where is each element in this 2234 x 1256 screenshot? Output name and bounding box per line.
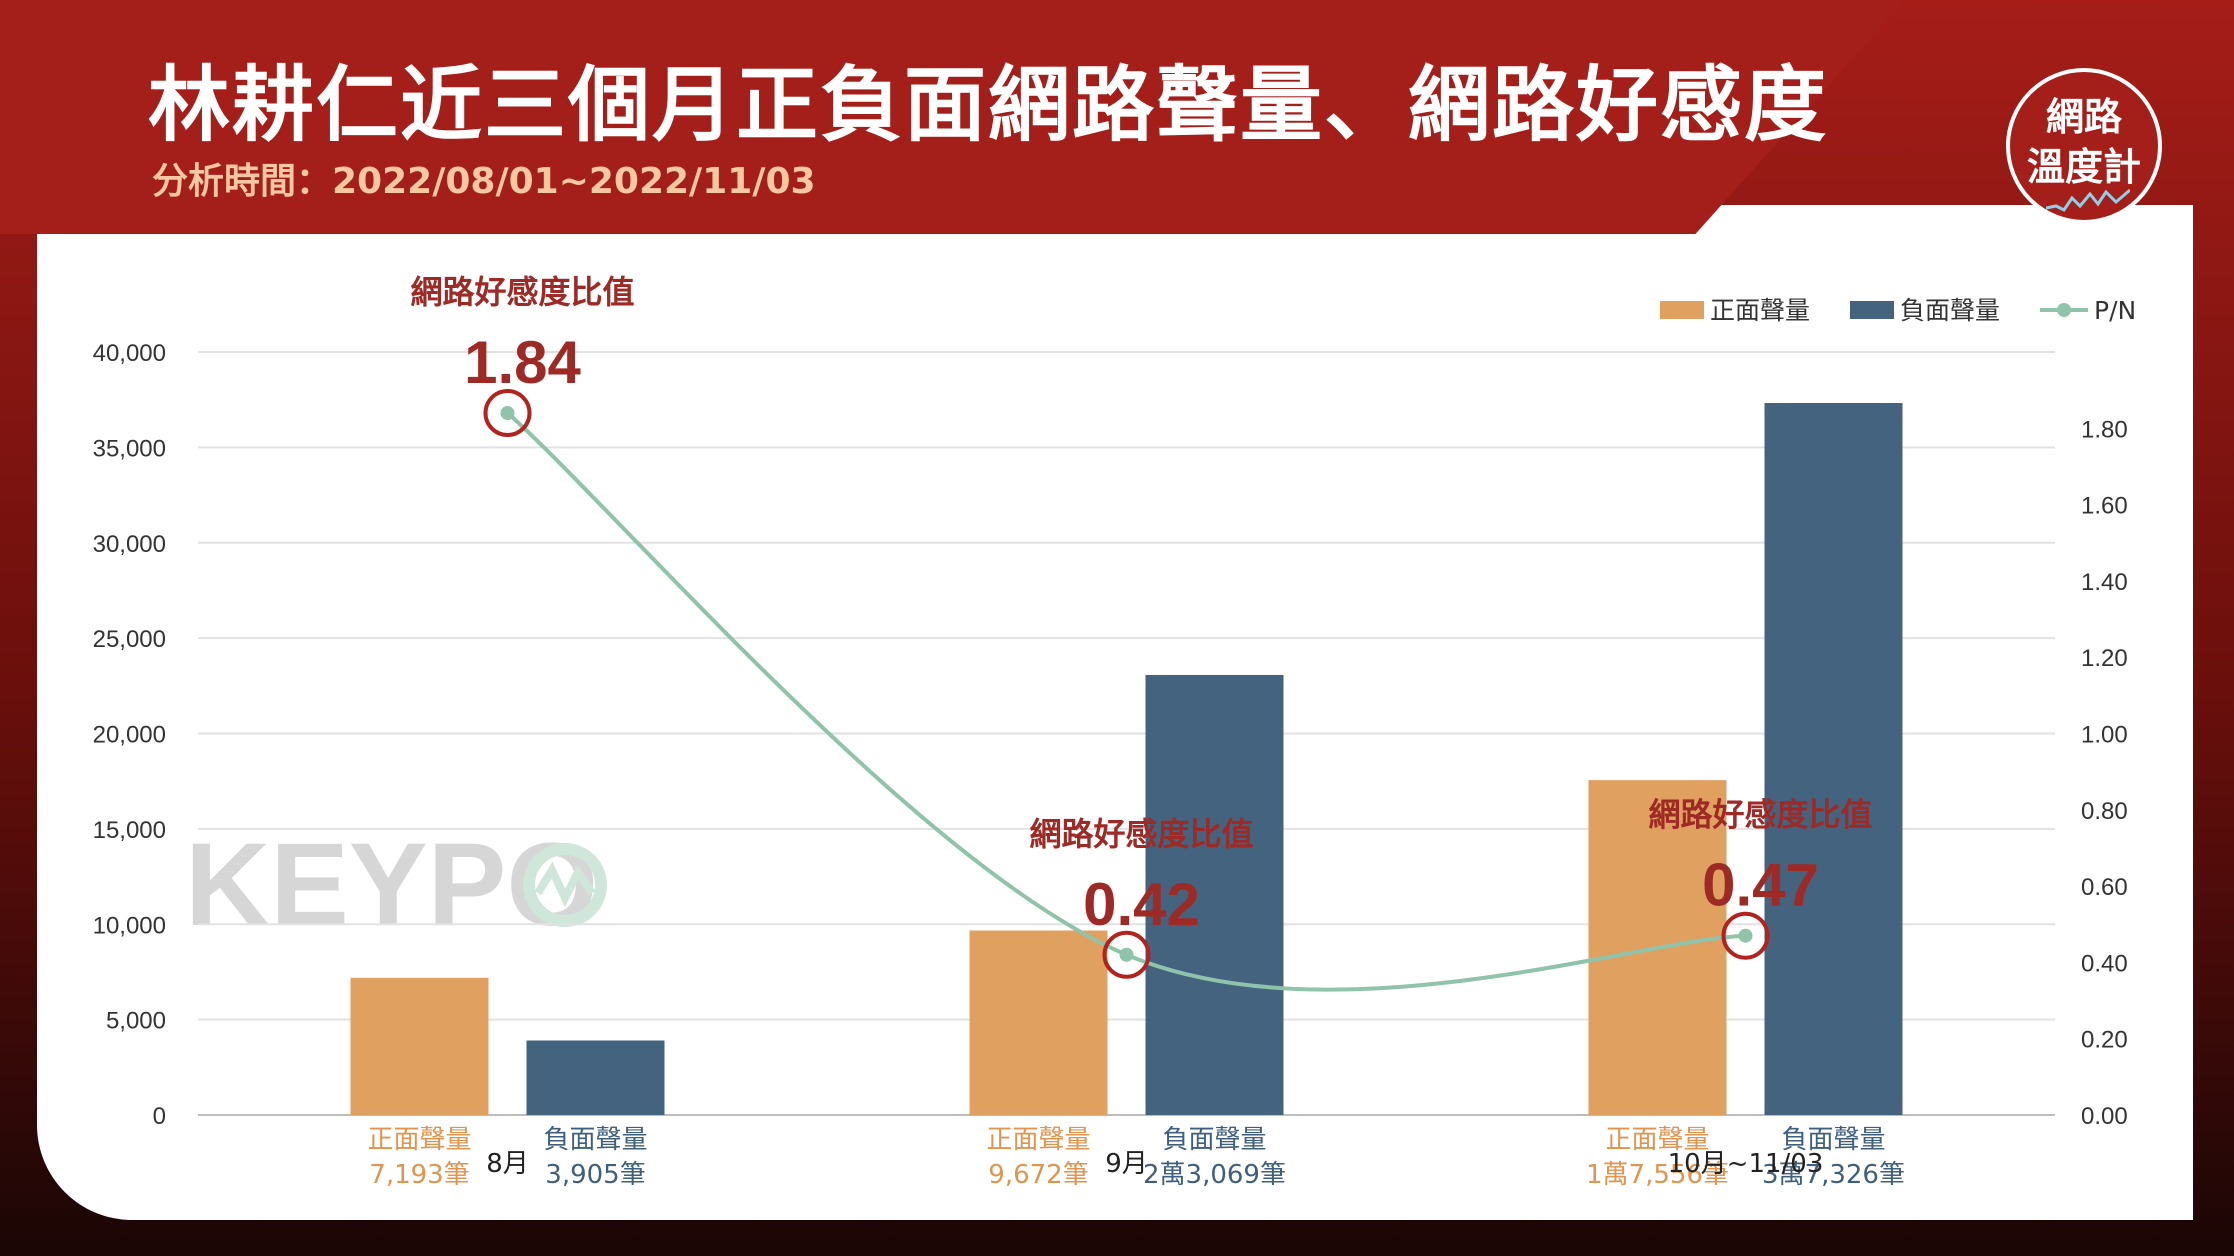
legend-swatch-positive	[1660, 301, 1704, 319]
negative-bar-value: 3,905筆	[545, 1160, 645, 1190]
right-tick-label: 0.00	[2081, 1103, 2128, 1130]
legend-label-positive: 正面聲量	[1710, 296, 1810, 325]
positive-bar-value: 7,193筆	[369, 1160, 469, 1190]
positive-bar-name: 正面聲量	[367, 1125, 471, 1155]
category-label: 8月	[486, 1149, 529, 1179]
legend-swatch-pn-dot	[2057, 303, 2071, 317]
ratio-annotation-value: 0.47	[1702, 852, 1819, 919]
positive-bar-value: 9,672筆	[988, 1160, 1088, 1190]
positive-bar-name: 正面聲量	[986, 1125, 1090, 1155]
right-axis-ticks: 0.00 0.20 0.40 0.60 0.80 1.00 1.20 1.40 1.60 1.80	[2081, 416, 2128, 1130]
left-tick-label: 35,000	[93, 435, 166, 462]
right-tick-label: 0.80	[2081, 798, 2128, 825]
pulse-icon	[2046, 188, 2130, 212]
left-tick-label: 15,000	[93, 817, 166, 844]
ratio-highlight-ring	[1102, 930, 1151, 979]
pn-point	[1738, 928, 1753, 943]
right-tick-label: 1.40	[2081, 569, 2128, 596]
category-label: 10月~11/03	[1668, 1149, 1824, 1179]
right-tick-label: 1.20	[2081, 645, 2128, 672]
right-tick-label: 0.40	[2081, 950, 2128, 977]
logo-line-2: 溫度計	[2026, 145, 2141, 189]
right-tick-label: 1.60	[2081, 493, 2128, 520]
left-tick-label: 10,000	[93, 912, 166, 939]
left-tick-label: 30,000	[93, 531, 166, 558]
ratio-annotation-label: 網路好感度比值	[1648, 796, 1872, 834]
brand-logo: 網路 溫度計	[2006, 68, 2162, 224]
analysis-period: 分析時間：2022/08/01~2022/11/03	[152, 161, 816, 202]
positive-bar-name: 正面聲量	[1605, 1125, 1709, 1155]
legend-label-negative: 負面聲量	[1900, 296, 2000, 325]
gridlines	[198, 351, 2055, 1116]
logo-line-1: 網路	[2045, 95, 2122, 139]
ratio-highlight-ring	[1721, 911, 1770, 960]
legend-swatch-negative	[1850, 301, 1894, 319]
watermark-icon	[523, 843, 607, 927]
header-banner	[0, 0, 1905, 234]
positive-bar	[969, 930, 1108, 1115]
pn-point	[1119, 947, 1134, 962]
category-labels: 正面聲量7,193筆負面聲量3,905筆8月正面聲量9,672筆負面聲量2萬3,…	[367, 1125, 1905, 1190]
negative-bar-value: 3萬7,326筆	[1762, 1160, 1905, 1190]
left-tick-label: 20,000	[93, 722, 166, 749]
left-tick-label: 40,000	[93, 340, 166, 367]
right-tick-label: 1.00	[2081, 722, 2128, 749]
negative-bar-name: 負面聲量	[1781, 1125, 1885, 1155]
left-tick-label: 25,000	[93, 626, 166, 653]
left-tick-label: 5,000	[106, 1008, 166, 1035]
ratio-highlight-ring	[483, 389, 532, 438]
right-tick-label: 0.20	[2081, 1027, 2128, 1054]
negative-bar	[526, 1040, 665, 1115]
pn-line	[500, 406, 1753, 992]
pn-line-path	[506, 411, 1746, 992]
left-axis-ticks: 0 5,000 10,000 15,000 20,000 25,000 30,000 35,0…	[93, 340, 166, 1130]
positive-bar-value: 1萬7,556筆	[1586, 1160, 1729, 1190]
ratio-annotation-value: 0.42	[1083, 871, 1200, 938]
legend: 正面聲量 負面聲量 P/N	[1660, 296, 2136, 325]
keypo-watermark: KEYPO	[185, 819, 598, 951]
right-tick-label: 0.60	[2081, 874, 2128, 901]
legend-label-pn: P/N	[2094, 296, 2136, 325]
ratio-annotation-label: 網路好感度比值	[410, 273, 634, 311]
ratio-annotation-value: 1.84	[464, 329, 581, 396]
page-title: 林耕仁近三個月正負面網路聲量、網路好感度	[148, 58, 1829, 153]
ratio-annotation-label: 網路好感度比值	[1029, 815, 1253, 853]
negative-bar-name: 負面聲量	[1162, 1125, 1266, 1155]
category-label: 9月	[1105, 1149, 1148, 1179]
negative-bar-name: 負面聲量	[543, 1125, 647, 1155]
positive-bar	[350, 977, 489, 1115]
negative-bar-value: 2萬3,069筆	[1143, 1160, 1286, 1190]
negative-bar	[1764, 403, 1903, 1115]
bars	[350, 403, 1903, 1115]
left-tick-label: 0	[153, 1103, 166, 1130]
ratio-annotations: 網路好感度比值 1.84 網路好感度比值 0.42 網路好感度比值 0.47	[410, 273, 1873, 979]
negative-bar	[1145, 674, 1284, 1115]
pn-point	[500, 406, 515, 421]
right-tick-label: 1.80	[2081, 416, 2128, 443]
